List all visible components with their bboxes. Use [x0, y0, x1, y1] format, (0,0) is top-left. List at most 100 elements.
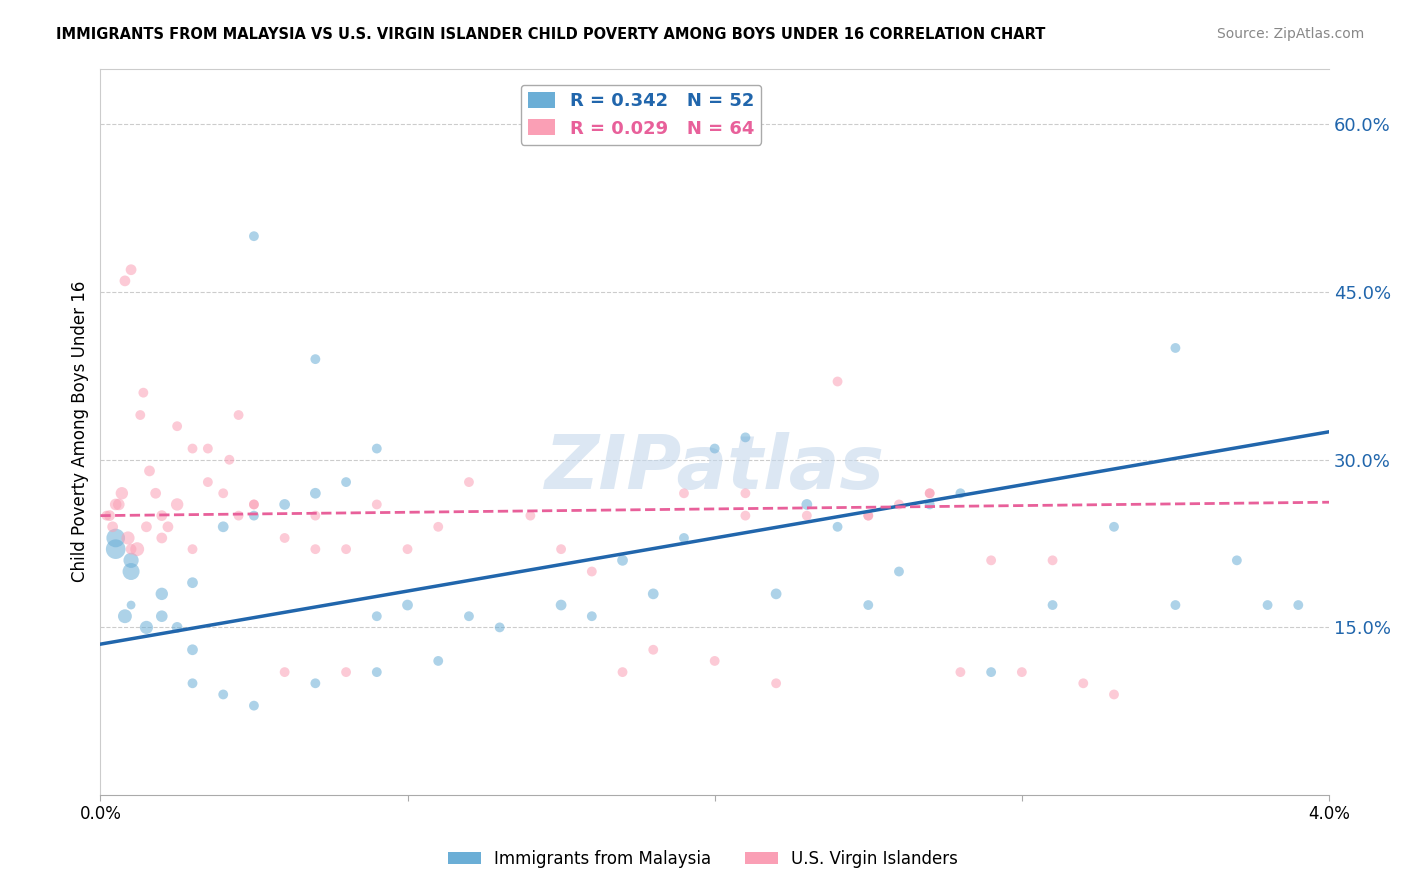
- Point: [765, 587, 787, 601]
- Point: [734, 430, 756, 444]
- Point: [1011, 665, 1033, 679]
- Point: [980, 665, 1002, 679]
- Point: [335, 542, 357, 557]
- Point: [858, 508, 880, 523]
- Point: [796, 508, 818, 523]
- Point: [120, 598, 142, 612]
- Text: ZIPatlas: ZIPatlas: [544, 432, 884, 505]
- Point: [1071, 676, 1094, 690]
- Point: [101, 520, 124, 534]
- Point: [918, 486, 941, 500]
- Point: [734, 508, 756, 523]
- Point: [980, 553, 1002, 567]
- Point: [366, 609, 388, 624]
- Point: [145, 486, 167, 500]
- Point: [304, 486, 326, 500]
- Point: [581, 609, 603, 624]
- Point: [304, 676, 326, 690]
- Point: [228, 408, 250, 422]
- Point: [488, 620, 510, 634]
- Point: [120, 553, 142, 567]
- Point: [335, 665, 357, 679]
- Point: [703, 654, 725, 668]
- Point: [858, 598, 880, 612]
- Point: [212, 486, 235, 500]
- Point: [672, 531, 695, 545]
- Point: [918, 498, 941, 512]
- Point: [218, 452, 240, 467]
- Point: [181, 642, 204, 657]
- Point: [765, 676, 787, 690]
- Point: [1164, 598, 1187, 612]
- Point: [181, 575, 204, 590]
- Point: [396, 598, 419, 612]
- Point: [918, 486, 941, 500]
- Point: [796, 498, 818, 512]
- Point: [150, 531, 173, 545]
- Point: [243, 508, 266, 523]
- Point: [396, 542, 419, 557]
- Point: [197, 442, 219, 456]
- Point: [120, 262, 142, 277]
- Point: [135, 520, 157, 534]
- Point: [150, 587, 173, 601]
- Point: [104, 531, 127, 545]
- Point: [156, 520, 179, 534]
- Point: [304, 352, 326, 367]
- Point: [335, 475, 357, 489]
- Point: [243, 229, 266, 244]
- Point: [98, 508, 121, 523]
- Point: [366, 665, 388, 679]
- Point: [117, 531, 139, 545]
- Point: [366, 498, 388, 512]
- Point: [427, 520, 450, 534]
- Point: [132, 385, 155, 400]
- Point: [127, 542, 149, 557]
- Point: [550, 598, 572, 612]
- Point: [104, 498, 127, 512]
- Point: [949, 486, 972, 500]
- Point: [150, 609, 173, 624]
- Point: [612, 553, 634, 567]
- Point: [1042, 553, 1064, 567]
- Text: Source: ZipAtlas.com: Source: ZipAtlas.com: [1216, 27, 1364, 41]
- Point: [111, 486, 134, 500]
- Point: [827, 520, 849, 534]
- Point: [120, 542, 142, 557]
- Point: [581, 565, 603, 579]
- Point: [138, 464, 160, 478]
- Text: IMMIGRANTS FROM MALAYSIA VS U.S. VIRGIN ISLANDER CHILD POVERTY AMONG BOYS UNDER : IMMIGRANTS FROM MALAYSIA VS U.S. VIRGIN …: [56, 27, 1046, 42]
- Point: [458, 475, 481, 489]
- Point: [135, 620, 157, 634]
- Point: [519, 508, 541, 523]
- Point: [107, 498, 129, 512]
- Point: [166, 419, 188, 434]
- Point: [366, 442, 388, 456]
- Point: [550, 542, 572, 557]
- Point: [197, 475, 219, 489]
- Point: [887, 498, 910, 512]
- Legend: R = 0.342   N = 52, R = 0.029   N = 64: R = 0.342 N = 52, R = 0.029 N = 64: [520, 85, 761, 145]
- Point: [212, 520, 235, 534]
- Point: [949, 665, 972, 679]
- Point: [181, 542, 204, 557]
- Point: [243, 498, 266, 512]
- Point: [129, 408, 152, 422]
- Point: [114, 609, 136, 624]
- Point: [273, 498, 295, 512]
- Y-axis label: Child Poverty Among Boys Under 16: Child Poverty Among Boys Under 16: [72, 281, 89, 582]
- Point: [858, 508, 880, 523]
- Point: [887, 565, 910, 579]
- Point: [114, 274, 136, 288]
- Point: [273, 665, 295, 679]
- Point: [1102, 688, 1125, 702]
- Point: [703, 442, 725, 456]
- Point: [1042, 598, 1064, 612]
- Legend: Immigrants from Malaysia, U.S. Virgin Islanders: Immigrants from Malaysia, U.S. Virgin Is…: [441, 844, 965, 875]
- Point: [120, 565, 142, 579]
- Point: [827, 375, 849, 389]
- Point: [734, 486, 756, 500]
- Point: [181, 676, 204, 690]
- Point: [643, 642, 665, 657]
- Point: [228, 508, 250, 523]
